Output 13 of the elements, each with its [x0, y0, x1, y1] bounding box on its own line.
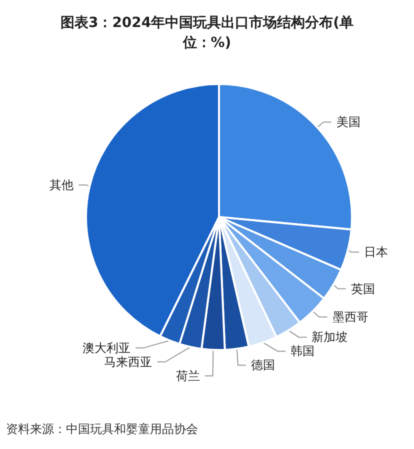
slice-label: 墨西哥	[332, 310, 368, 324]
slice-label: 新加坡	[312, 330, 348, 344]
chart-title: 图表3：2024年中国玩具出口市场结构分布(单位：%)	[60, 14, 354, 51]
slice-label: 其他	[50, 178, 74, 192]
text: 资料来源：中国玩具和婴童用品协会	[6, 422, 198, 436]
slice-label: 荷兰	[176, 368, 200, 383]
slice-label: 马来西亚	[104, 354, 152, 369]
slice-label: 英国	[350, 282, 375, 296]
slice-label: 澳大利亚	[82, 340, 131, 355]
slice-label: 日本	[364, 245, 388, 260]
slice-label: 美国	[336, 115, 360, 130]
slice-label: 德国	[250, 358, 275, 372]
slice-label: 韩国	[290, 344, 315, 358]
